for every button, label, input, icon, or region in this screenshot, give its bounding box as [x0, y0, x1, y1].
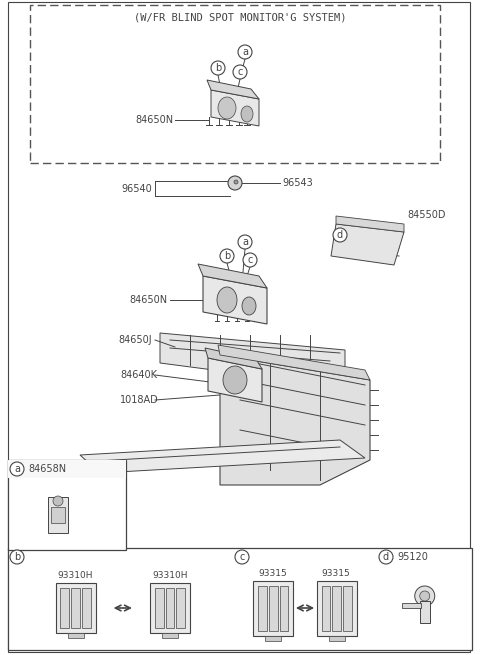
Polygon shape — [203, 276, 267, 324]
Circle shape — [420, 591, 430, 601]
Bar — [60, 588, 69, 628]
Bar — [8, 548, 472, 650]
Text: a: a — [242, 47, 248, 57]
Polygon shape — [220, 355, 370, 485]
Polygon shape — [336, 216, 404, 232]
Circle shape — [238, 235, 252, 249]
Text: d: d — [337, 230, 343, 240]
Circle shape — [238, 45, 252, 59]
Circle shape — [228, 176, 242, 190]
Bar — [176, 588, 185, 628]
Text: 84650J: 84650J — [118, 335, 152, 345]
Text: 84650N: 84650N — [135, 115, 173, 125]
Text: a: a — [242, 237, 248, 247]
Polygon shape — [208, 358, 262, 402]
Circle shape — [53, 496, 63, 506]
Bar — [166, 588, 174, 628]
Bar — [162, 633, 178, 638]
Text: c: c — [240, 552, 245, 562]
Text: 84658N: 84658N — [28, 464, 66, 474]
Circle shape — [233, 65, 247, 79]
Bar — [265, 635, 281, 641]
Polygon shape — [211, 90, 259, 126]
Circle shape — [234, 180, 238, 184]
Bar — [51, 507, 65, 523]
Text: 93315: 93315 — [322, 569, 350, 578]
Polygon shape — [207, 80, 259, 99]
Text: 95120: 95120 — [397, 552, 428, 562]
Bar — [332, 586, 341, 631]
Text: b: b — [14, 552, 20, 562]
Bar — [269, 586, 277, 631]
Ellipse shape — [218, 97, 236, 119]
Text: 96540: 96540 — [121, 183, 152, 193]
Polygon shape — [402, 603, 421, 608]
Bar — [317, 580, 357, 635]
Circle shape — [333, 228, 347, 242]
Circle shape — [10, 462, 24, 476]
Polygon shape — [160, 333, 345, 380]
Circle shape — [235, 550, 249, 564]
Text: (W/FR BLIND SPOT MONITOR'G SYSTEM): (W/FR BLIND SPOT MONITOR'G SYSTEM) — [134, 12, 346, 22]
Text: 93310H: 93310H — [152, 572, 188, 580]
Bar — [71, 588, 80, 628]
Text: 1018AD: 1018AD — [120, 395, 159, 405]
Text: c: c — [247, 255, 252, 265]
Bar — [258, 586, 267, 631]
Bar — [8, 460, 126, 550]
Text: 84640K: 84640K — [120, 370, 157, 380]
Text: b: b — [215, 63, 221, 73]
Text: 96543: 96543 — [282, 178, 313, 188]
Ellipse shape — [217, 287, 237, 313]
Text: b: b — [224, 251, 230, 261]
Polygon shape — [80, 440, 365, 473]
Polygon shape — [331, 224, 404, 265]
Polygon shape — [205, 348, 262, 369]
Bar — [82, 588, 91, 628]
Text: 84650N: 84650N — [130, 295, 168, 305]
Circle shape — [243, 253, 257, 267]
Ellipse shape — [242, 297, 256, 315]
Bar — [420, 601, 430, 623]
Text: c: c — [237, 67, 243, 77]
Circle shape — [10, 550, 24, 564]
Bar — [150, 583, 190, 633]
Text: 84550D: 84550D — [407, 210, 445, 220]
Bar — [329, 635, 345, 641]
Ellipse shape — [241, 106, 253, 122]
Text: d: d — [383, 552, 389, 562]
Bar — [253, 580, 293, 635]
Bar — [30, 5, 440, 163]
Polygon shape — [218, 345, 370, 380]
Bar — [155, 588, 164, 628]
Bar — [8, 460, 126, 478]
Bar — [56, 583, 96, 633]
Circle shape — [379, 550, 393, 564]
Text: 93315: 93315 — [258, 569, 287, 578]
Bar — [68, 633, 84, 638]
Ellipse shape — [223, 366, 247, 394]
Bar — [280, 586, 288, 631]
Polygon shape — [198, 264, 267, 288]
Text: 93310H: 93310H — [58, 572, 93, 580]
Circle shape — [220, 249, 234, 263]
Bar — [48, 497, 68, 533]
Circle shape — [211, 61, 225, 75]
Circle shape — [415, 586, 435, 606]
Bar — [322, 586, 330, 631]
Bar — [343, 586, 352, 631]
Text: a: a — [14, 464, 20, 474]
